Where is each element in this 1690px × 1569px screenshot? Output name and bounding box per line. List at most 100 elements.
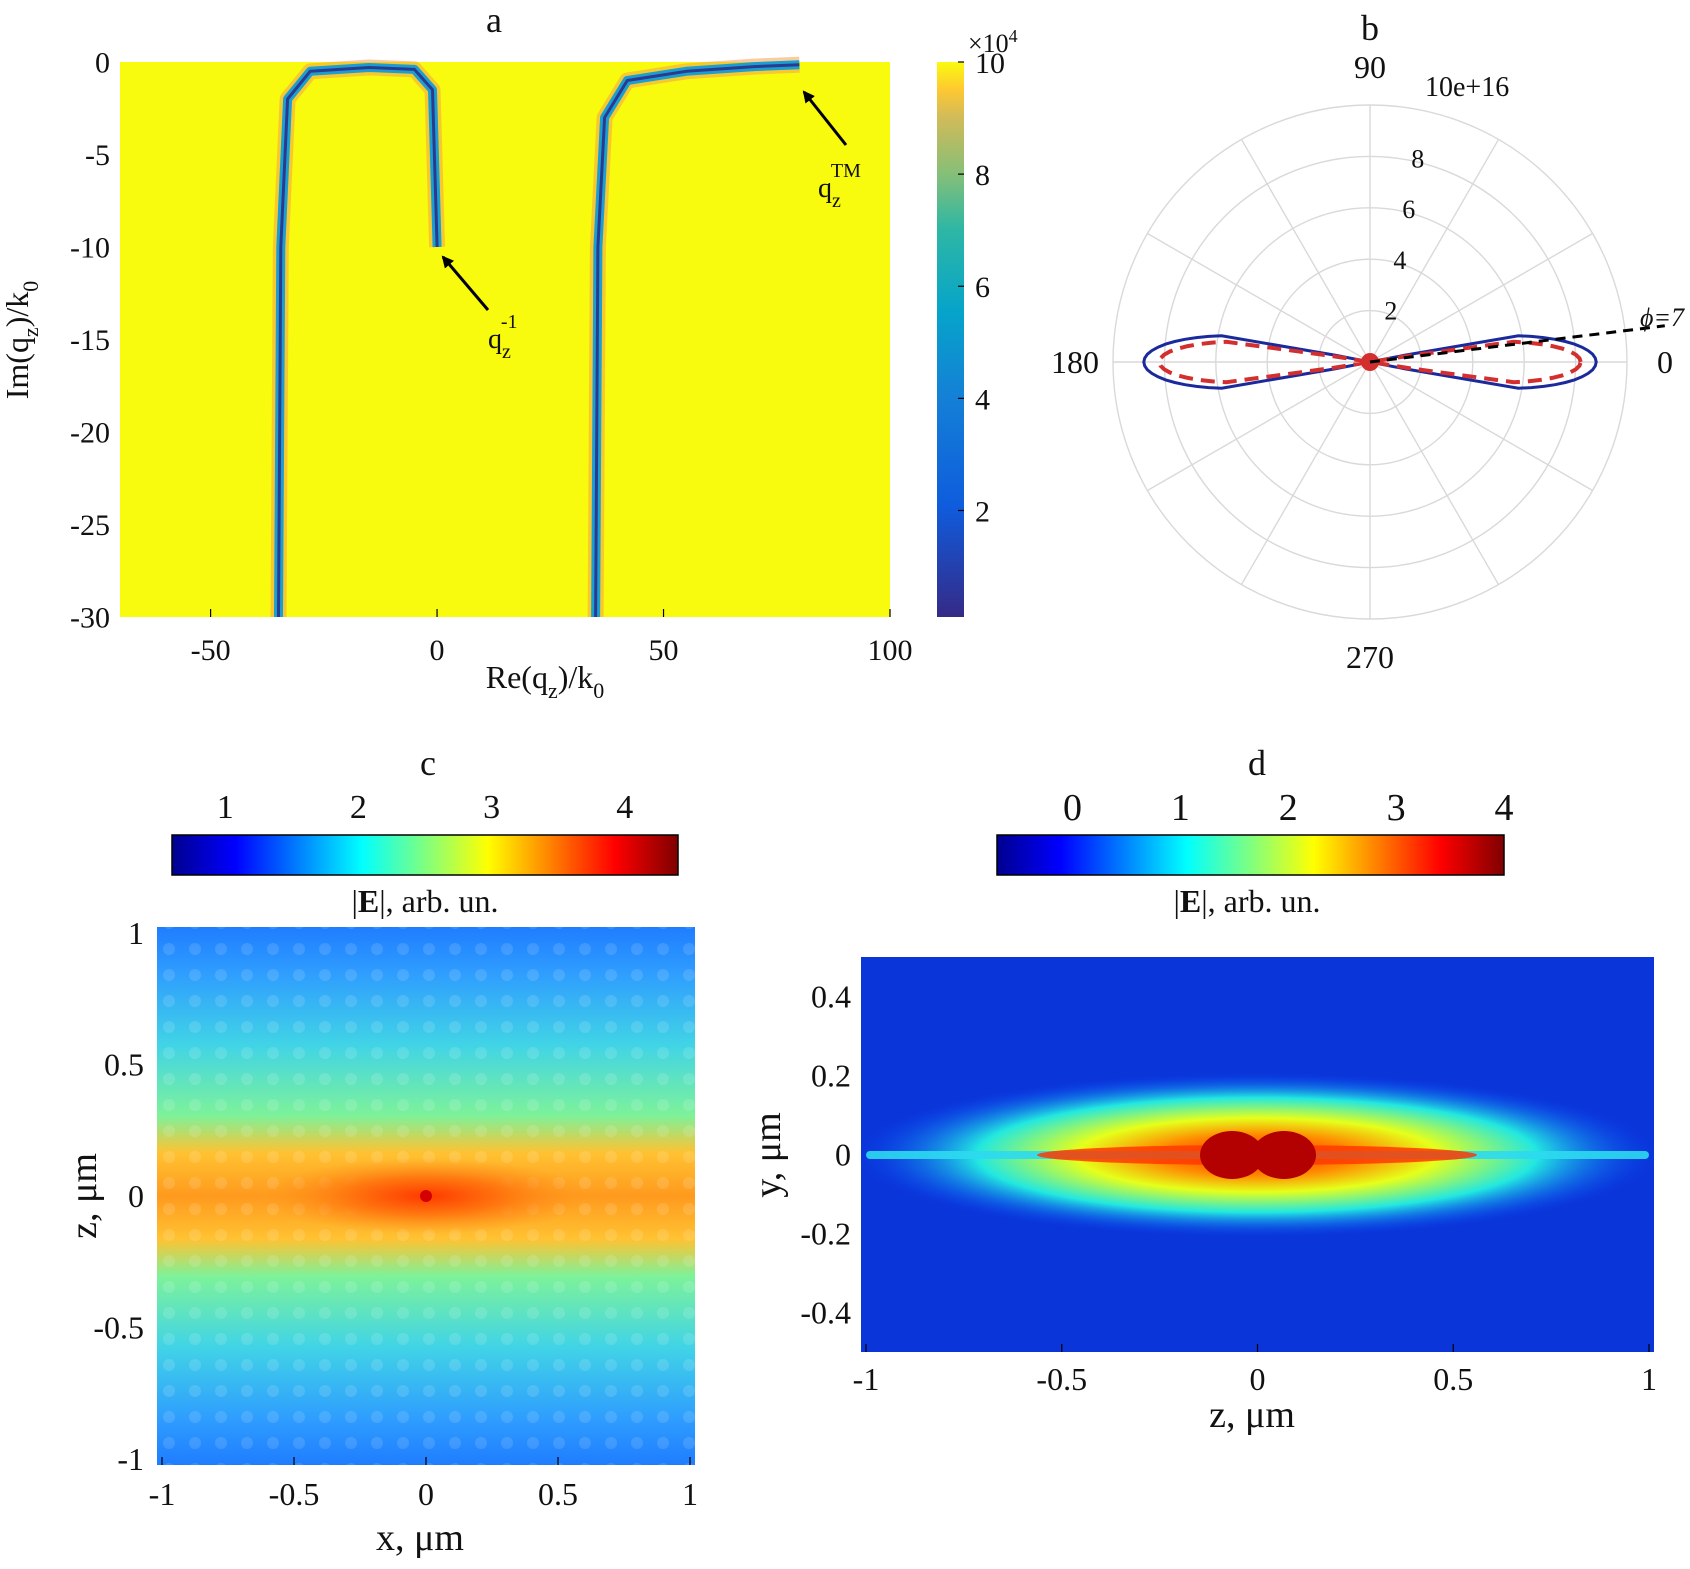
cb-c-label: 1 [217, 789, 234, 826]
a-yticks-label: -30 [70, 602, 110, 635]
panel-c-colorbar-label: |E|, arb. un. [351, 883, 498, 919]
annotation-qz-minus1: qz-1 [488, 311, 518, 363]
polar-spoke [1240, 139, 1371, 363]
polar-spoke [1369, 361, 1593, 492]
cb-d-label: 4 [1495, 787, 1514, 829]
panel-d-y-ticks: 0.4 0.2 0 -0.2 -0.4 [800, 979, 851, 1331]
d-xticks-label: -0.5 [1036, 1361, 1087, 1397]
d-xticks-label: 0 [1250, 1361, 1266, 1397]
c-yticks-label: 1 [128, 915, 144, 951]
panel-a-colorbar-multiplier: ×104 [968, 26, 1018, 58]
d-xticks-label: 0.5 [1433, 1361, 1473, 1397]
panel-a: a -50 0 50 100 0 -5 -10 -15 -20 -25 -30 Re(qz)/k0… [0, 0, 1018, 703]
panel-b-angle-labels: 90 180 270 0 [1051, 49, 1673, 675]
cb-c-label: 2 [350, 789, 367, 826]
polar-series-solid [1142, 334, 1598, 390]
a-yticks-label: -25 [70, 509, 110, 542]
c-yticks-label: 0.5 [104, 1047, 144, 1083]
panel-a-colorbar [937, 62, 964, 617]
polar-angle-label: 180 [1051, 344, 1099, 380]
polar-radial-label: 2 [1384, 296, 1397, 325]
panel-a-ylabel: Im(qz)/k0 [0, 281, 43, 400]
curve-left-branch [277, 66, 439, 618]
panel-a-curves [270, 56, 800, 618]
polar-spoke [1369, 361, 1500, 585]
a-yticks-label: -15 [70, 324, 110, 357]
polar-radial-label: 4 [1393, 246, 1406, 275]
panel-c-ylabel: z, μm [63, 1153, 105, 1239]
panel-a-x-ticks: -50 0 50 100 [191, 609, 913, 667]
panel-b-phi-line [1369, 324, 1665, 364]
c-xticks-label: 0.5 [538, 1476, 578, 1512]
cb-a-label: 8 [975, 159, 990, 192]
annotation-arrow-qz-tm [802, 90, 848, 146]
panel-a-xlabel: Re(qz)/k0 [486, 659, 605, 703]
c-yticks-label: -0.5 [93, 1310, 144, 1346]
polar-radial-label: 8 [1411, 145, 1424, 174]
polar-angle-label: 270 [1346, 639, 1394, 675]
panel-c-colorbar [171, 834, 679, 876]
panel-c-center-spot [420, 1190, 432, 1202]
panel-c-xlabel: x, μm [376, 1517, 464, 1559]
c-yticks-label: 0 [128, 1178, 144, 1214]
d-yticks-label: -0.2 [800, 1216, 851, 1252]
panel-b-radial-ticks: 2 4 6 8 [1384, 145, 1424, 326]
d-yticks-label: 0 [835, 1137, 851, 1173]
panel-d-x-ticks: -1 -0.5 0 0.5 1 [853, 1344, 1657, 1397]
polar-spoke [1369, 139, 1500, 363]
panel-c-y-ticks: 1 0.5 0 -0.5 -1 [93, 915, 144, 1477]
a-yticks-label: -5 [85, 139, 110, 172]
c-yticks-label: -1 [117, 1441, 144, 1477]
a-xticks-label: -50 [191, 634, 231, 667]
panel-b-title: b [1361, 8, 1379, 48]
panel-c-x-ticks: -1 -0.5 0 0.5 1 [149, 1457, 698, 1512]
d-yticks-label: -0.4 [800, 1295, 851, 1331]
panel-d-hotspot-left [1200, 1131, 1264, 1179]
cb-c-label: 3 [483, 789, 500, 826]
panel-c-title: c [420, 743, 436, 783]
polar-spoke [1369, 232, 1593, 363]
panel-c-colorbar-ticks: 1 2 3 4 [217, 789, 633, 826]
cb-d-label: 0 [1063, 787, 1082, 829]
cb-d-label: 3 [1387, 787, 1406, 829]
panel-d-colorbar-ticks: 0 1 2 3 4 [1063, 787, 1513, 829]
curve-right-branch [594, 63, 800, 618]
d-xticks-label: 1 [1641, 1361, 1657, 1397]
a-yticks-label: 0 [95, 47, 110, 80]
d-yticks-label: 0.2 [811, 1058, 851, 1094]
cb-d-label: 1 [1171, 787, 1190, 829]
panel-d-hotspot-right [1252, 1131, 1316, 1179]
cb-d-label: 2 [1279, 787, 1298, 829]
panel-b-polar-grid [1112, 104, 1628, 620]
c-xticks-label: -1 [149, 1476, 176, 1512]
c-xticks-label: 1 [682, 1476, 698, 1512]
a-xticks-label: 0 [430, 634, 445, 667]
cb-c-label: 4 [616, 789, 633, 826]
polar-spoke [1147, 361, 1371, 492]
panel-a-title: a [486, 0, 502, 40]
a-yticks-label: -10 [70, 232, 110, 265]
panel-b-radial-scale: 10e+16 [1425, 72, 1509, 103]
panel-b-phi-label: ϕ=7 [1640, 303, 1685, 332]
polar-radial-label: 6 [1402, 195, 1415, 224]
cb-a-label: 6 [975, 271, 990, 304]
panel-a-plot-area [120, 62, 890, 617]
panel-d-title: d [1248, 743, 1266, 783]
panel-a-y-ticks: 0 -5 -10 -15 -20 -25 -30 [70, 47, 110, 635]
cb-a-label: 2 [975, 495, 990, 528]
polar-angle-label: 0 [1657, 344, 1673, 380]
c-xticks-label: -0.5 [269, 1476, 320, 1512]
panel-b: b 2 4 6 8 90 180 270 0 10e+16 ϕ=7 [1051, 8, 1685, 675]
cb-a-label: 4 [975, 383, 990, 416]
polar-series-dashed [1157, 339, 1583, 385]
panel-d-ylabel: y, μm [747, 1112, 789, 1197]
panel-a-colorbar-ticks: 10 8 6 4 2 [958, 47, 1005, 528]
polar-angle-label: 90 [1354, 49, 1386, 85]
polar-spoke [1147, 232, 1371, 363]
panel-d-colorbar [996, 834, 1505, 876]
cb-a-label: 10 [975, 47, 1005, 80]
panel-d-xlabel: z, μm [1209, 1394, 1295, 1436]
d-xticks-label: -1 [853, 1361, 880, 1397]
d-yticks-label: 0.4 [811, 979, 851, 1015]
